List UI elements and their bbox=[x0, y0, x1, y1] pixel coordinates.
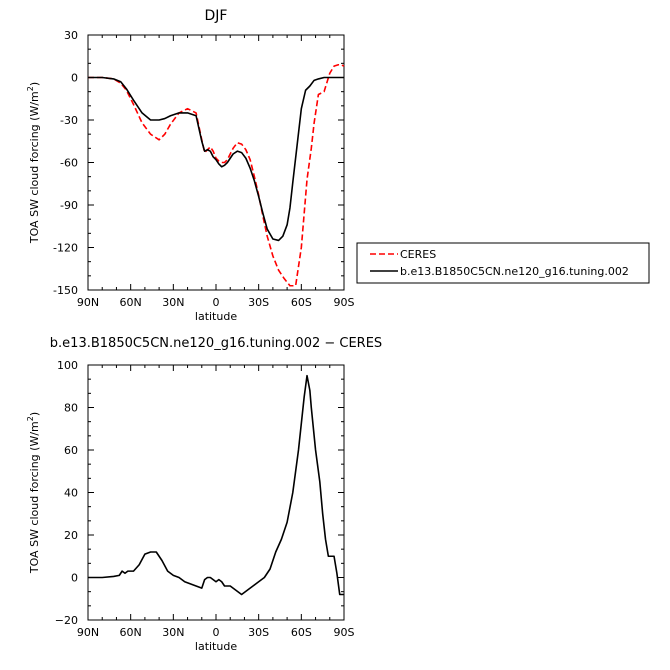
x-tick-label: 90S bbox=[334, 296, 355, 309]
legend: CERES b.e13.B1850C5CN.ne120_g16.tuning.00… bbox=[356, 242, 650, 284]
y-tick-label: -90 bbox=[60, 199, 78, 212]
legend-label-2: b.e13.B1850C5CN.ne120_g16.tuning.002 bbox=[400, 265, 629, 278]
x-tick-label: 0 bbox=[213, 626, 220, 639]
x-tick-label: 30N bbox=[162, 626, 184, 639]
x-tick-label: 90N bbox=[77, 296, 99, 309]
y-tick-label: -150 bbox=[53, 284, 78, 297]
x-tick-label: 60N bbox=[120, 626, 142, 639]
series-line-2 bbox=[88, 76, 344, 242]
y-tick-label: 100 bbox=[57, 359, 78, 372]
y-tick-label: -60 bbox=[60, 157, 78, 170]
y-axis-label: TOA SW cloud forcing (W/m2) bbox=[26, 412, 41, 574]
y-tick-label: 0 bbox=[71, 72, 78, 85]
x-tick-label: 60S bbox=[291, 626, 312, 639]
y-tick-label: -120 bbox=[53, 242, 78, 255]
chart-title: DJF bbox=[205, 8, 228, 24]
x-tick-label: 90N bbox=[77, 626, 99, 639]
x-tick-label: 30S bbox=[248, 626, 269, 639]
y-tick-label: −20 bbox=[55, 614, 78, 627]
x-axis-label: latitude bbox=[195, 310, 237, 323]
y-tick-label: 20 bbox=[64, 529, 78, 542]
legend-label-1: CERES bbox=[400, 248, 436, 261]
x-tick-label: 60N bbox=[120, 296, 142, 309]
x-tick-label: 60S bbox=[291, 296, 312, 309]
chart-title: b.e13.B1850C5CN.ne120_g16.tuning.002 − C… bbox=[50, 336, 382, 351]
series-line-1 bbox=[88, 63, 345, 287]
x-tick-label: 90S bbox=[334, 626, 355, 639]
y-tick-label: 80 bbox=[64, 402, 78, 415]
x-tick-label: 30N bbox=[162, 296, 184, 309]
y-tick-label: 40 bbox=[64, 487, 78, 500]
y-tick-label: 30 bbox=[64, 29, 78, 42]
x-axis-label: latitude bbox=[195, 640, 237, 653]
y-axis-label: TOA SW cloud forcing (W/m2) bbox=[26, 82, 41, 244]
series-line-1 bbox=[88, 374, 344, 596]
chart-panel-2: b.e13.B1850C5CN.ne120_g16.tuning.002 − C… bbox=[26, 336, 382, 653]
x-tick-label: 30S bbox=[248, 296, 269, 309]
plot-frame bbox=[87, 34, 345, 291]
chart-panel-1: DJF 90N 60N 30N 0 30S 60S 90S -150 -120 -90 -60 -30 0… bbox=[26, 8, 650, 323]
y-tick-label: -30 bbox=[60, 114, 78, 127]
x-tick-label: 0 bbox=[213, 296, 220, 309]
y-tick-label: 0 bbox=[71, 572, 78, 585]
y-tick-label: 60 bbox=[64, 444, 78, 457]
legend-box bbox=[356, 242, 650, 284]
